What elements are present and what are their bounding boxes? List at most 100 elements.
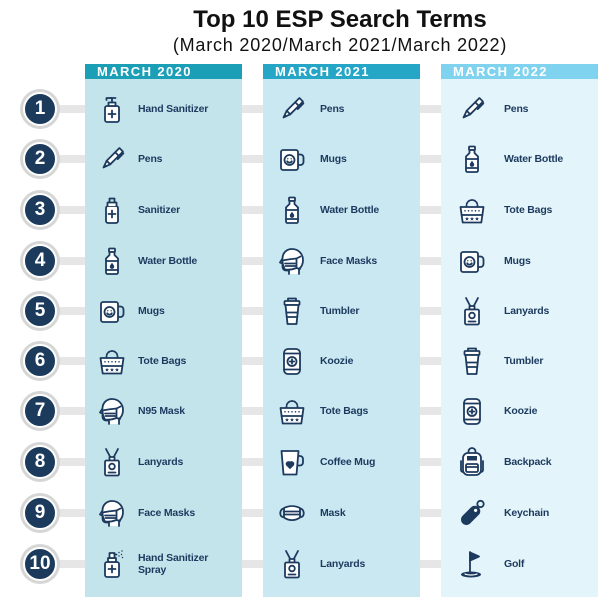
ranked-item: Mugs [441,241,598,281]
ranked-item: Pens [85,139,242,179]
mug-icon [456,245,488,277]
pen-icon [276,93,308,125]
column-header: MARCH 2020 [85,64,242,79]
ranked-item: Mugs [85,291,242,331]
item-label: Lanyards [320,558,366,570]
item-label: Water Bottle [320,204,380,216]
ranked-item: Keychain [441,493,598,533]
ranked-item: Lanyards [441,291,598,331]
item-label: Face Masks [138,507,195,519]
page-subtitle: (March 2020/March 2021/March 2022) [172,35,508,55]
item-label: Mugs [504,255,531,267]
rank-badge: 9 [23,496,57,530]
item-label: Pens [504,103,529,115]
item-label: Tumbler [320,305,360,317]
ranked-item: Sanitizer [85,190,242,230]
spray-bottle-icon [96,548,128,580]
tote-bag-icon [276,395,308,427]
water-bottle-icon [276,194,308,226]
pen-icon [456,93,488,125]
item-label: Pens [138,153,163,165]
rank-badge: 3 [23,193,57,227]
ranked-item: Face Masks [85,493,242,533]
ranked-item: Mugs [263,139,420,179]
ranked-item: Tote Bags [85,341,242,381]
item-label: Tote Bags [138,355,187,367]
ranked-item: Backpack [441,442,598,482]
rank-badge: 1 [23,92,57,126]
coffee-mug-icon [276,446,308,478]
item-label: Koozie [504,405,538,417]
face-mask-person-icon [276,245,308,277]
item-label: Sanitizer [138,204,180,216]
item-label: Face Masks [320,255,377,267]
ranked-item: Coffee Mug [263,442,420,482]
rank-badge: 6 [23,344,57,378]
ranked-item: Golf [441,544,598,584]
ranked-item: Water Bottle [263,190,420,230]
face-mask-person-icon [96,497,128,529]
tote-bag-icon [456,194,488,226]
ranked-item: Tote Bags [441,190,598,230]
ranked-item: Pens [441,89,598,129]
tote-bag-icon [96,345,128,377]
item-label: Lanyards [138,456,184,468]
ranked-item: Hand Sanitizer [85,89,242,129]
ranked-item: Lanyards [85,442,242,482]
ranked-item: Hand Sanitizer Spray [85,544,242,584]
ranked-item: Pens [263,89,420,129]
pen-icon [96,143,128,175]
ranked-item: Koozie [263,341,420,381]
ranked-item: Tumbler [441,341,598,381]
item-label: N95 Mask [138,405,185,417]
rank-badge: 4 [23,244,57,278]
mug-icon [96,295,128,327]
item-label: Mask [320,507,346,519]
golf-flag-icon [456,548,488,580]
item-label: Backpack [504,456,552,468]
koozie-icon [276,345,308,377]
item-label: Tote Bags [320,405,369,417]
ranked-item: N95 Mask [85,391,242,431]
keychain-icon [456,497,488,529]
lanyard-icon [456,295,488,327]
ranked-item: Lanyards [263,544,420,584]
item-label: Lanyards [504,305,550,317]
sanitizer-bottle-icon [96,194,128,226]
column-march-2020: MARCH 2020 Hand Sanitizer Pens Sanitizer… [85,64,242,597]
rank-badge: 2 [23,142,57,176]
item-label: Coffee Mug [320,456,376,468]
face-mask-person-icon [96,395,128,427]
tumbler-icon [456,345,488,377]
ranked-item: Mask [263,493,420,533]
item-label: Mugs [320,153,347,165]
item-label: Hand Sanitizer [138,103,209,115]
ranked-item: Tumbler [263,291,420,331]
rank-badge: 5 [23,294,57,328]
item-label: Water Bottle [138,255,198,267]
column-header: MARCH 2021 [263,64,420,79]
ranked-item: Water Bottle [85,241,242,281]
item-label: Pens [320,103,345,115]
koozie-icon [456,395,488,427]
page-title: Top 10 ESP Search Terms [193,6,487,33]
item-label: Golf [504,558,525,570]
lanyard-icon [276,548,308,580]
column-header: MARCH 2022 [441,64,598,79]
mug-icon [276,143,308,175]
rank-badge: 10 [23,547,57,581]
ranked-item: Water Bottle [441,139,598,179]
item-label: Koozie [320,355,354,367]
ranked-item: Tote Bags [263,391,420,431]
rank-badge: 8 [23,445,57,479]
column-march-2022: MARCH 2022 Pens Water Bottle Tote Bags M… [441,64,598,597]
item-label: Tote Bags [504,204,553,216]
ranked-item: Koozie [441,391,598,431]
surgical-mask-icon [276,497,308,529]
column-march-2021: MARCH 2021 Pens Mugs Water Bottle Face M… [263,64,420,597]
item-label: Water Bottle [504,153,564,165]
backpack-icon [456,446,488,478]
item-label: Mugs [138,305,165,317]
hand-sanitizer-pump-icon [96,93,128,125]
